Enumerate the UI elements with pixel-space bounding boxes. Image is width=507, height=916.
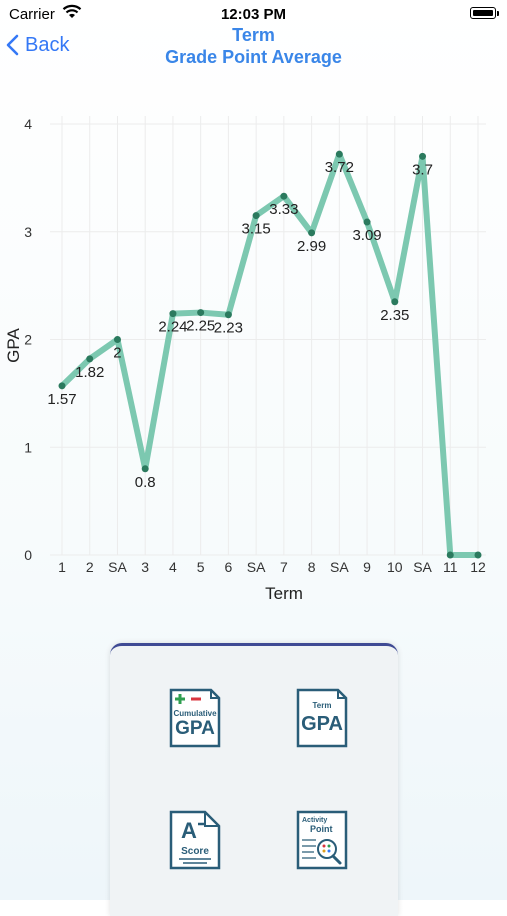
x-tick-label: 1 — [58, 559, 66, 575]
y-tick-label: 3 — [24, 224, 32, 240]
data-point — [113, 336, 121, 343]
activity-point-icon: Activity Point — [296, 810, 348, 870]
data-point — [197, 309, 205, 317]
data-label: 3.15 — [242, 221, 271, 238]
x-tick-label: SA — [108, 559, 127, 575]
data-point — [224, 311, 232, 319]
data-point — [391, 298, 399, 306]
term-main-text: GPA — [301, 713, 343, 735]
x-tick-label: 12 — [470, 559, 486, 575]
data-point — [419, 152, 427, 160]
x-tick-label: 7 — [280, 559, 288, 575]
back-label: Back — [25, 33, 70, 56]
wifi-icon — [62, 4, 82, 18]
data-label: 2.23 — [214, 320, 243, 337]
data-label: 3.7 — [412, 161, 433, 178]
data-label: 1.57 — [47, 391, 76, 408]
y-tick-label: 2 — [24, 332, 32, 348]
x-tick-label: 2 — [86, 559, 94, 575]
activity-main-text: Point — [310, 824, 333, 834]
x-tick-label: 9 — [363, 559, 371, 575]
x-axis-title: Term — [265, 584, 303, 603]
data-label: 2.35 — [380, 307, 409, 324]
term-gpa-icon: Term GPA — [296, 688, 348, 748]
data-label: 2.24 — [158, 319, 187, 336]
y-tick-label: 0 — [24, 547, 32, 563]
data-label: 3.09 — [352, 227, 381, 244]
battery-icon — [470, 7, 496, 19]
data-label: 0.8 — [135, 474, 156, 491]
data-label: 2.25 — [186, 318, 215, 335]
data-point — [86, 355, 94, 363]
data-label: 2 — [113, 345, 121, 362]
x-tick-label: 10 — [387, 559, 403, 575]
score-icon: A Score — [169, 810, 221, 870]
activity-point-button[interactable]: Activity Point — [294, 808, 354, 872]
score-top-text: A — [181, 818, 197, 843]
data-label: 3.33 — [269, 201, 298, 218]
x-tick-label: SA — [413, 559, 432, 575]
y-tick-label: 4 — [24, 116, 32, 132]
data-point — [252, 212, 260, 220]
x-tick-label: 3 — [141, 559, 149, 575]
battery-nub — [497, 11, 499, 16]
chevron-left-icon — [6, 34, 19, 56]
page-subtitle: Grade Point Average — [165, 47, 342, 67]
term-top-text: Term — [313, 701, 332, 710]
data-point — [446, 551, 454, 559]
score-main-text: Score — [181, 846, 209, 857]
data-point — [308, 229, 316, 237]
activity-top-text: Activity — [302, 817, 327, 824]
x-tick-label: 4 — [169, 559, 177, 575]
cumulative-main-text: GPA — [175, 718, 215, 739]
status-time: 12:03 PM — [220, 6, 287, 23]
data-label: 2.99 — [297, 238, 326, 255]
x-tick-label: 11 — [443, 559, 458, 575]
data-point — [335, 150, 343, 158]
x-tick-label: SA — [247, 559, 266, 575]
data-point — [363, 218, 371, 226]
status-bar: Carrier 12:03 PM — [0, 0, 507, 30]
y-axis-title: GPA — [4, 328, 23, 363]
data-point — [474, 551, 482, 559]
back-button[interactable]: Back — [6, 30, 69, 60]
cumulative-top-text: Cumulative — [173, 709, 217, 718]
action-panel: Cumulative GPA Term GPA A Score Activity… — [110, 643, 398, 916]
data-label: 3.72 — [325, 159, 354, 176]
x-tick-label: 6 — [225, 559, 233, 575]
x-tick-label: 8 — [308, 559, 316, 575]
gpa-series-line — [59, 151, 481, 558]
y-tick-label: 1 — [24, 439, 32, 455]
data-point — [280, 192, 288, 200]
term-gpa-button[interactable]: Term GPA — [294, 686, 354, 750]
cumulative-gpa-button[interactable]: Cumulative GPA — [167, 686, 227, 750]
score-button[interactable]: A Score — [167, 808, 227, 872]
x-tick-label: 5 — [197, 559, 205, 575]
data-point — [58, 382, 66, 390]
data-point — [141, 465, 149, 473]
page-title: Term — [232, 25, 275, 45]
cumulative-gpa-icon: Cumulative GPA — [169, 688, 221, 748]
carrier-label: Carrier — [9, 6, 55, 23]
data-point — [169, 310, 177, 318]
data-label: 1.82 — [75, 364, 104, 381]
x-tick-label: SA — [330, 559, 349, 575]
